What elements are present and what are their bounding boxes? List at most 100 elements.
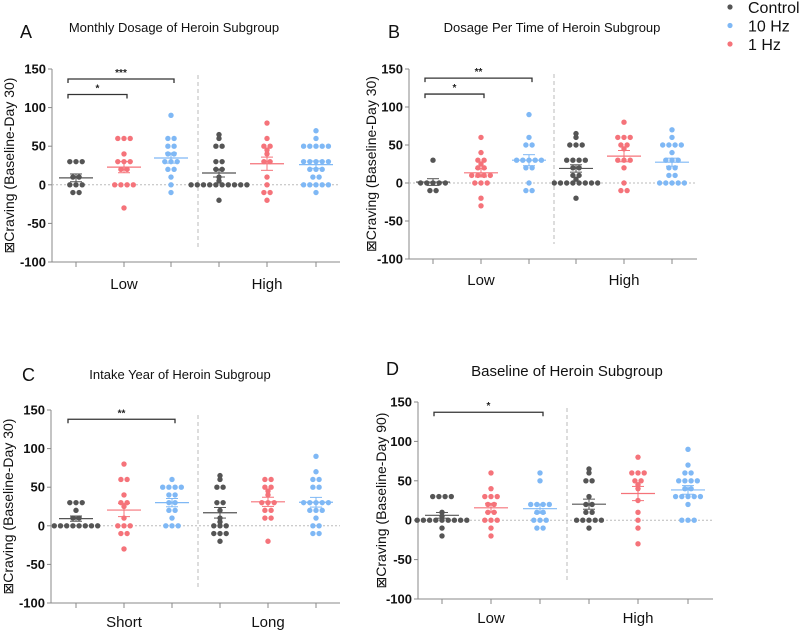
y-axis-label: ⊠Craving (Baseline-Day 30) (363, 76, 379, 252)
group-high-control (572, 466, 606, 531)
data-point (168, 182, 174, 188)
data-point (216, 131, 222, 138)
data-point (319, 143, 325, 149)
data-point (325, 143, 332, 149)
data-point (629, 470, 635, 476)
x-category-label: Short (106, 614, 143, 631)
data-point (414, 517, 420, 523)
data-point (546, 501, 552, 508)
data-point (688, 478, 694, 484)
data-point (300, 158, 307, 165)
group-low-control (414, 493, 470, 539)
data-point (178, 484, 184, 490)
data-point (666, 142, 672, 148)
data-point (534, 525, 540, 531)
significance-label: ** (475, 67, 483, 78)
data-point (121, 151, 127, 157)
data-point (118, 530, 124, 537)
data-point (573, 142, 579, 148)
data-point (217, 538, 223, 544)
group-low-1hz (474, 470, 508, 539)
data-point (478, 161, 484, 167)
y-tick-label: 100 (23, 441, 45, 456)
data-point (635, 525, 641, 531)
data-point (213, 143, 219, 149)
data-point (268, 515, 274, 521)
data-point (172, 492, 178, 498)
group-low-control (59, 158, 93, 196)
data-point (697, 493, 704, 500)
data-point (529, 142, 535, 148)
data-point (595, 180, 601, 186)
data-point (586, 470, 592, 476)
data-point (316, 523, 322, 529)
data-point (238, 182, 244, 188)
data-point (264, 135, 270, 142)
data-point (214, 499, 220, 506)
data-point (171, 135, 177, 142)
y-tick-label: -100 (386, 592, 412, 607)
data-point (583, 478, 589, 484)
data-point (688, 470, 694, 476)
group-short-1hz (107, 461, 141, 552)
data-point (130, 182, 136, 188)
data-point (494, 517, 500, 523)
data-point (540, 525, 546, 531)
data-point (319, 182, 325, 188)
data-point (567, 142, 573, 148)
data-point (121, 546, 127, 552)
data-point (588, 180, 595, 186)
data-point (313, 453, 319, 460)
significance-label: * (487, 401, 491, 412)
significance-bracket: ** (424, 67, 533, 83)
bracket-line (67, 93, 128, 99)
data-point (621, 119, 627, 125)
data-point (160, 484, 166, 490)
data-point (481, 165, 487, 171)
group-high-control (551, 130, 601, 201)
data-point (491, 501, 497, 508)
group-short-control (51, 499, 101, 529)
data-point (67, 182, 73, 188)
data-point (469, 172, 475, 179)
panel-b: B Dosage Per Time of Heroin Subgroup ⊠Crav… (363, 20, 697, 289)
data-point (79, 182, 85, 188)
data-point (121, 523, 127, 529)
data-point (583, 509, 589, 516)
data-point (635, 517, 641, 523)
data-point (534, 509, 540, 516)
data-point (582, 180, 588, 186)
data-point (475, 165, 481, 171)
data-point (169, 476, 175, 483)
data-point (163, 523, 169, 529)
data-point (319, 507, 325, 514)
y-tick-label: -50 (26, 557, 45, 572)
data-point (482, 493, 488, 500)
data-point (433, 187, 439, 194)
chart-title: Dosage Per Time of Heroin Subgroup (444, 20, 661, 35)
data-point (166, 492, 172, 498)
data-point (217, 523, 223, 529)
data-point (300, 143, 307, 149)
data-point (487, 172, 493, 179)
data-point (685, 446, 691, 452)
group-high-control (188, 131, 250, 203)
group-low-1hz (464, 134, 498, 209)
data-point (313, 182, 319, 188)
data-point (261, 189, 267, 196)
data-point (442, 493, 448, 500)
data-point (79, 158, 85, 165)
data-point (124, 530, 130, 537)
data-point (573, 195, 579, 201)
data-point (573, 134, 579, 141)
data-point (265, 538, 271, 544)
data-point (225, 182, 231, 188)
data-point (316, 174, 322, 180)
data-point (618, 187, 624, 194)
panel-letter: A (20, 22, 32, 42)
data-point (669, 180, 675, 186)
data-point (694, 478, 700, 484)
data-point (124, 182, 130, 188)
significance-label: * (96, 83, 100, 94)
